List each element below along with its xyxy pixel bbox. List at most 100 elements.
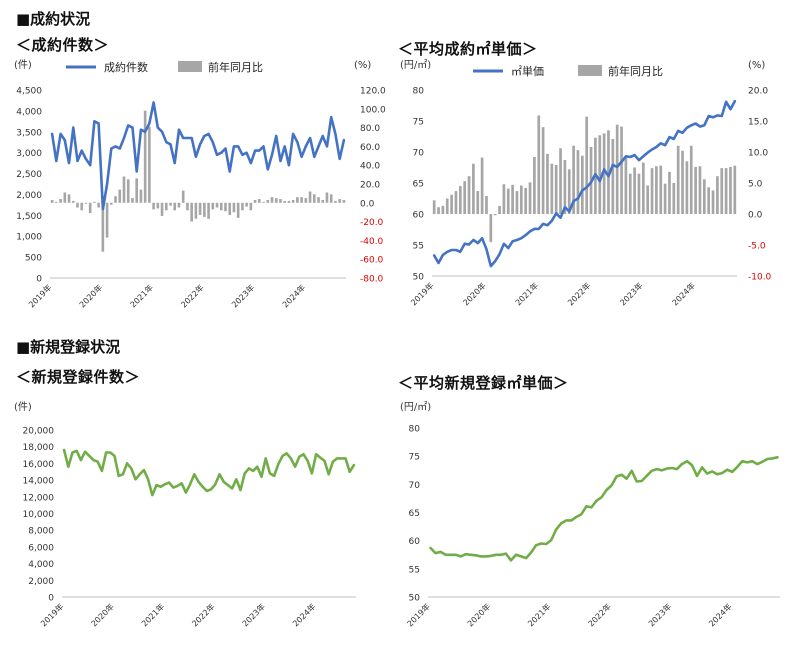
y2-tick-label: -40.0 xyxy=(360,237,384,247)
bar-yoy xyxy=(698,166,702,214)
y2-tick-label: -5.0 xyxy=(748,242,766,252)
bar-yoy xyxy=(685,161,689,214)
y2-tick-label: 120.0 xyxy=(360,87,386,97)
y-tick-label: 0 xyxy=(48,594,54,604)
bar-yoy xyxy=(711,190,715,214)
y-tick-label: 10,000 xyxy=(23,510,55,520)
section-title-contract: ■成約状況 xyxy=(16,10,91,28)
bar-yoy xyxy=(463,181,467,214)
bar-yoy xyxy=(602,133,606,214)
bar-yoy xyxy=(219,202,223,211)
bar-yoy xyxy=(506,188,510,214)
y-tick-label: 2,500 xyxy=(16,170,42,180)
y2-tick-label: 40.0 xyxy=(360,162,380,172)
section-title-registration: ■新規登録状況 xyxy=(16,338,121,356)
series-line xyxy=(429,455,779,562)
bar-yoy xyxy=(432,200,436,214)
bar-yoy xyxy=(308,191,312,203)
bar-yoy xyxy=(287,200,291,203)
y-tick-label: 20,000 xyxy=(23,427,55,437)
bar-yoy xyxy=(177,202,181,208)
y-tick-label: 75 xyxy=(409,453,420,463)
bar-yoy xyxy=(637,173,641,214)
bar-yoy xyxy=(489,214,493,242)
bar-yoy xyxy=(628,173,632,214)
y-tick-label: 65 xyxy=(409,509,420,519)
y-tick-label: 80 xyxy=(409,425,421,435)
bar-yoy xyxy=(554,165,558,214)
bar-yoy xyxy=(445,198,449,214)
bar-yoy xyxy=(317,197,320,203)
bar-yoy xyxy=(572,145,575,214)
bar-yoy xyxy=(338,199,341,203)
bar-yoy xyxy=(152,202,155,210)
bar-yoy xyxy=(450,194,453,214)
bar-yoy xyxy=(304,198,308,203)
y-axis-unit-left: (件) xyxy=(14,401,32,413)
bar-yoy xyxy=(342,199,346,203)
bar-yoy xyxy=(707,187,711,214)
x-tick-label: 2022年 xyxy=(586,601,613,628)
bar-yoy xyxy=(88,202,92,214)
bar-yoy xyxy=(215,202,219,208)
bar-yoy xyxy=(300,197,303,203)
bar-yoy xyxy=(541,127,545,214)
y-tick-label: 3,000 xyxy=(16,149,42,159)
y-tick-label: 6,000 xyxy=(28,543,54,553)
bar-yoy xyxy=(702,179,706,214)
bar-yoy xyxy=(266,199,270,203)
x-tick-label: 2021年 xyxy=(525,601,552,628)
bar-yoy xyxy=(528,182,532,214)
chart-title-contract-price: ＜平均成約㎡単価＞ xyxy=(398,40,538,58)
y-tick-label: 80 xyxy=(413,87,425,97)
bar-yoy xyxy=(329,194,333,203)
y-tick-label: 1,500 xyxy=(16,212,42,222)
bar-yoy xyxy=(733,165,737,214)
bar-yoy xyxy=(67,194,71,203)
bar-yoy xyxy=(296,197,299,203)
bar-yoy xyxy=(228,202,232,216)
bar-yoy xyxy=(633,167,636,214)
bar-yoy xyxy=(181,190,185,203)
bar-yoy xyxy=(126,179,130,203)
y2-tick-label: 80.0 xyxy=(360,124,380,134)
bar-yoy xyxy=(476,191,480,214)
bar-yoy xyxy=(454,191,458,214)
bar-yoy xyxy=(148,126,151,203)
bar-yoy xyxy=(245,202,248,207)
bar-yoy xyxy=(694,166,697,214)
bar-yoy xyxy=(114,196,117,203)
y2-tick-label: 5.0 xyxy=(748,180,763,190)
series-line xyxy=(62,448,356,497)
bar-yoy xyxy=(224,202,227,212)
bar-yoy xyxy=(729,166,732,214)
bar-yoy xyxy=(71,200,75,203)
bar-yoy xyxy=(659,165,663,214)
bar-yoy xyxy=(550,163,554,214)
bar-yoy xyxy=(131,198,134,203)
y-axis-unit-right: (%) xyxy=(354,60,371,71)
bar-yoy xyxy=(615,124,619,214)
y-tick-label: 60 xyxy=(409,537,421,547)
bar-yoy xyxy=(672,183,676,214)
y2-tick-label: 20.0 xyxy=(360,181,380,191)
y-tick-label: 14,000 xyxy=(23,477,55,487)
y2-tick-label: 100.0 xyxy=(360,105,386,115)
bar-yoy xyxy=(169,202,172,206)
legend-label-bar: 前年同月比 xyxy=(208,60,263,74)
bar-yoy xyxy=(321,199,325,203)
bar-yoy xyxy=(50,199,54,203)
bar-yoy xyxy=(164,202,168,211)
y-tick-label: 55 xyxy=(413,242,424,252)
bar-yoy xyxy=(203,202,206,217)
y-axis-unit-left: (円/㎡) xyxy=(400,59,431,71)
bar-yoy xyxy=(274,198,278,203)
bar-yoy xyxy=(480,157,484,214)
bar-yoy xyxy=(236,202,240,218)
legend-swatch-bar xyxy=(178,61,202,72)
bar-yoy xyxy=(559,148,562,214)
bar-yoy xyxy=(279,199,282,203)
